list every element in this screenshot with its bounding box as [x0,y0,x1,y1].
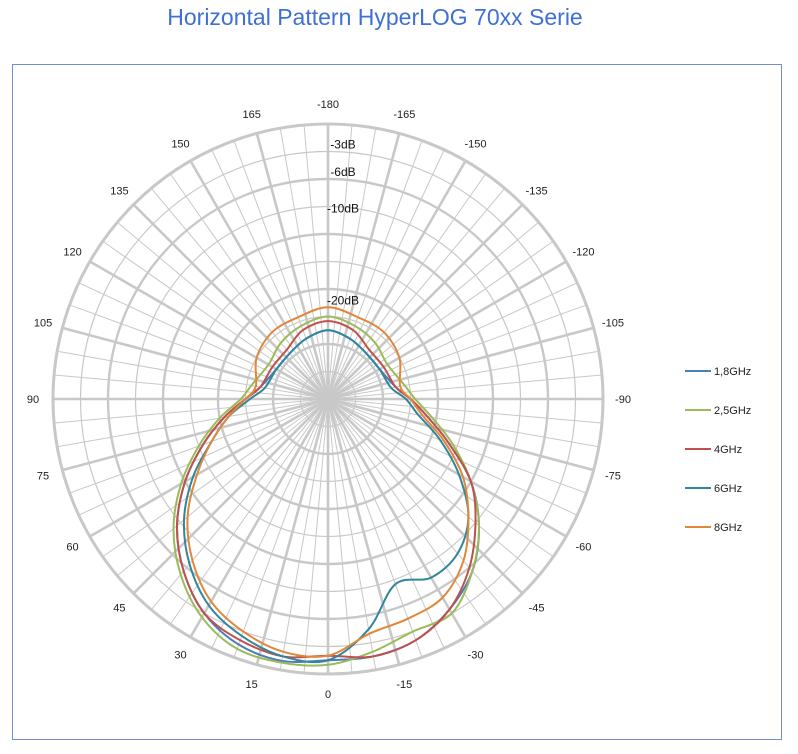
series-line-3 [182,329,470,664]
angle-tick-label: -150 [464,139,486,151]
angle-tick-label: -75 [605,470,621,482]
chart-frame: -3dB -6dB -10dB -20dB 0 15 30 45 60 75 90 105 120 135… [12,64,782,740]
angle-tick-label: 0 [325,689,331,701]
grid-ring [189,260,467,538]
angle-tick-label: 60 [66,542,78,554]
angle-tick-label: -105 [602,318,624,330]
polar-chart: -3dB -6dB -10dB -20dB 0 15 30 45 60 75 90 105 120 135… [27,99,751,701]
series-line-1 [172,315,481,667]
legend-label-3: 6GHz [714,483,742,495]
grid-ring [271,342,385,456]
angle-tick-label: 150 [171,139,189,151]
angle-tick-label: 45 [113,603,125,615]
axis-labels: -3dB -6dB -10dB -20dB 0 15 30 45 60 75 90 105 120 135… [27,99,631,701]
legend: 1,8GHz 2,5GHz 4GHz 6GHz 8GHz [685,366,751,534]
grid-ring [134,205,522,593]
angle-tick-label: 135 [110,185,128,197]
angle-tick-label: 105 [34,318,52,330]
grid-ring [216,287,440,511]
legend-label-4: 8GHz [714,522,742,534]
angle-tick-label: 165 [242,109,260,121]
grid-ring [79,150,577,648]
grid-ring [299,370,357,428]
angle-tick-label: 90 [27,394,39,406]
radial-tick-label: -10dB [327,202,359,216]
angle-tick-label: -90 [615,394,631,406]
angle-tick-label: -135 [526,185,548,197]
angle-tick-label: -60 [576,542,592,554]
angle-tick-label: -45 [529,603,545,615]
grid-ring [161,232,495,566]
angle-tick-label: -120 [572,247,594,259]
angle-tick-label: -30 [468,649,484,661]
legend-label-0: 1,8GHz [714,366,751,378]
angle-tick-label: 75 [37,470,49,482]
grid-ring [51,122,605,676]
legend-label-2: 4GHz [714,444,742,456]
grid-ring [106,177,550,621]
angle-tick-label: -165 [393,109,415,121]
radial-tick-label: -6dB [330,165,355,179]
angle-tick-label: 30 [174,649,186,661]
radial-tick-label: -3dB [330,138,355,152]
angle-tick-label: 15 [246,679,258,691]
legend-label-1: 2,5GHz [714,405,751,417]
series-line-4 [186,306,470,658]
angle-tick-label: 120 [63,247,81,259]
polar-grid [51,122,605,676]
series-lines [172,306,481,667]
chart-title: Horizontal Pattern HyperLOG 70xx Serie [167,4,583,30]
series-line-2 [175,320,477,659]
angle-tick-label: -15 [396,679,412,691]
angle-tick-label: -180 [317,99,339,111]
radial-tick-label: -20dB [327,293,359,307]
